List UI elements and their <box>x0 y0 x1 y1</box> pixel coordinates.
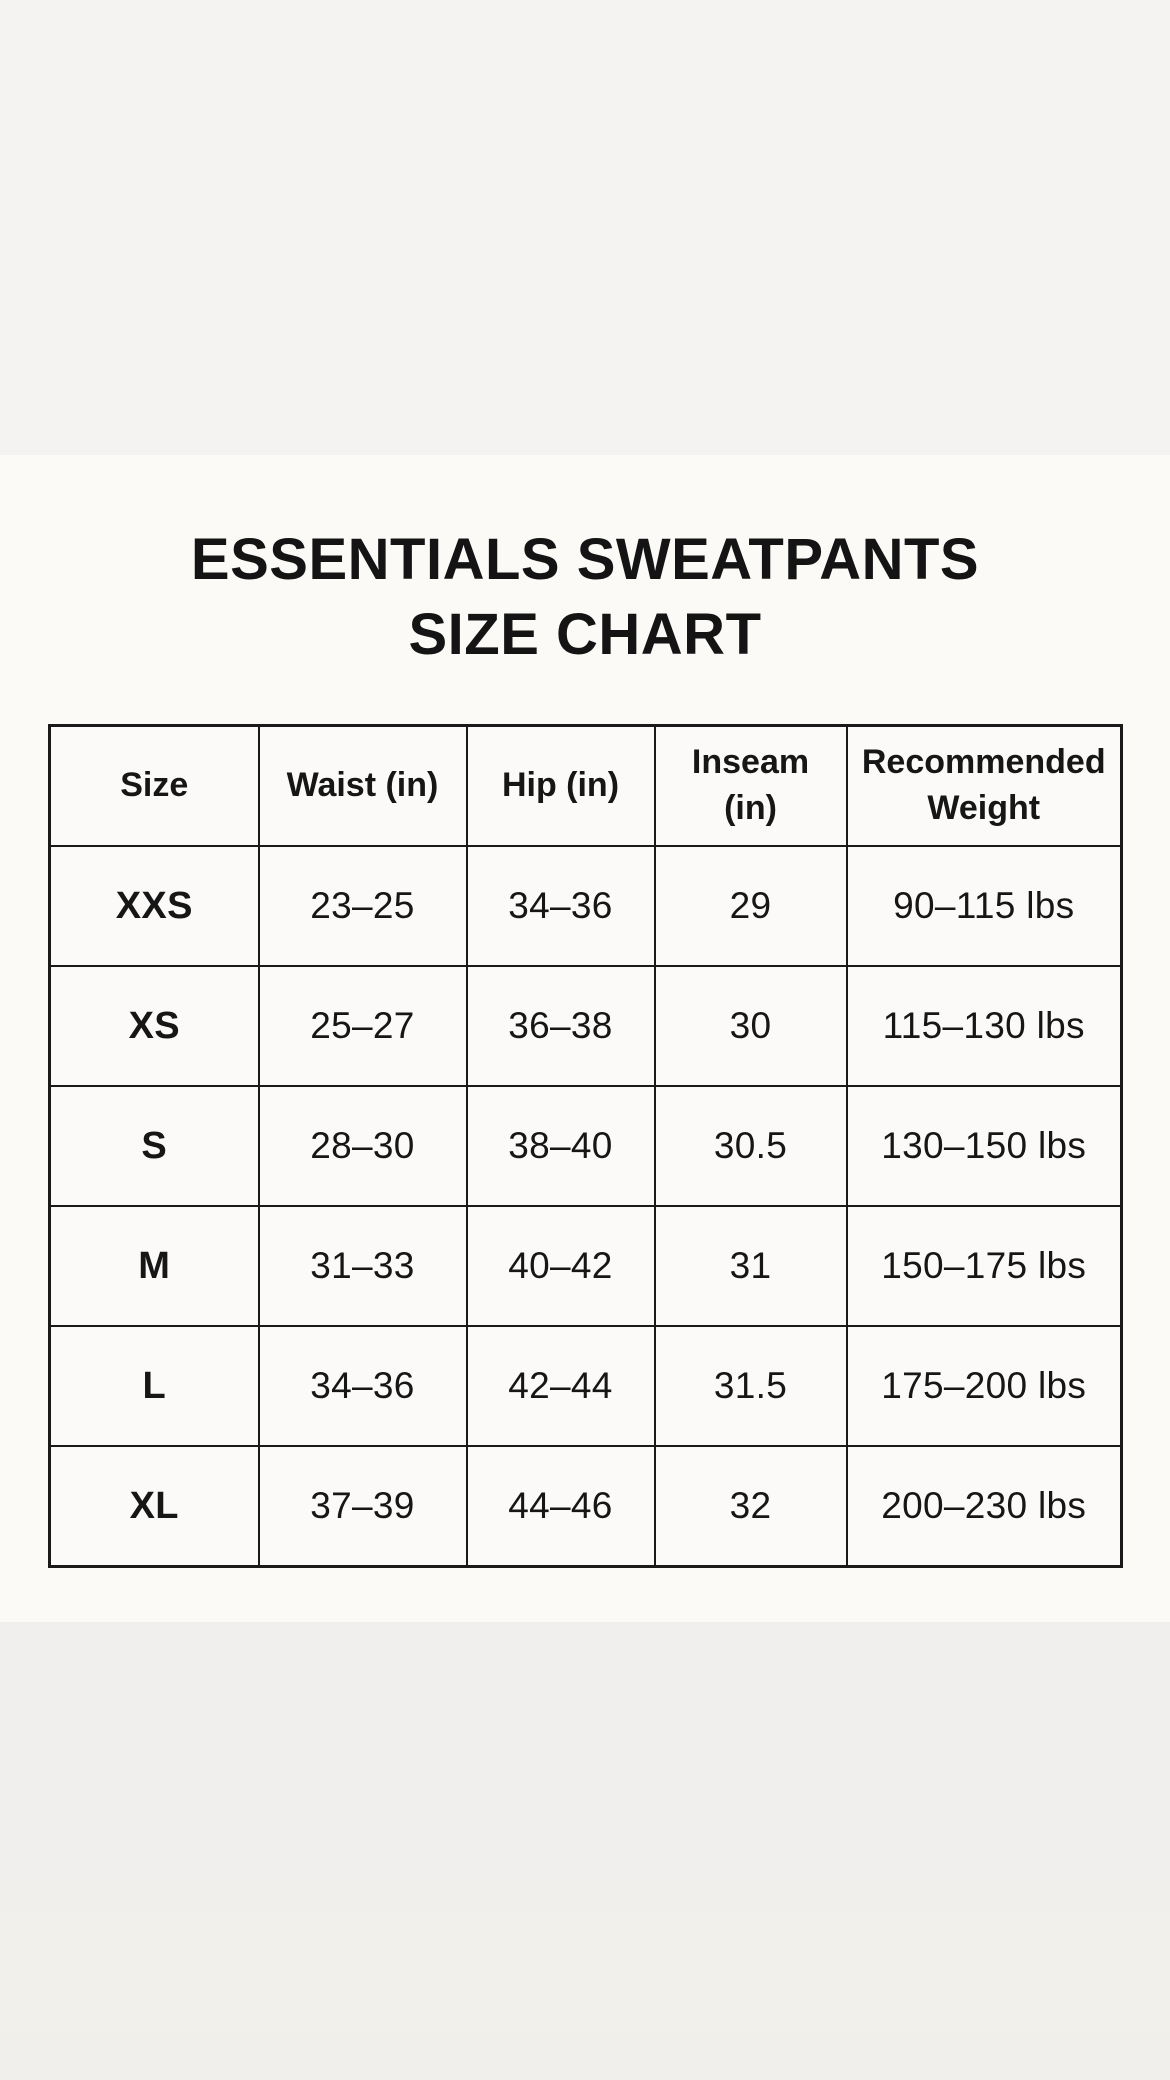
waist-cell: 25–27 <box>257 965 468 1087</box>
weight-cell: 130–150 lbs <box>845 1085 1123 1207</box>
table-row-xs: XS 25–27 36–38 30 115–130 lbs <box>48 965 1123 1087</box>
hip-cell: 44–46 <box>465 1445 656 1568</box>
size-cell: L <box>48 1325 260 1447</box>
weight-cell: 200–230 lbs <box>845 1445 1123 1568</box>
header-cell-hip: Hip (in) <box>465 724 656 847</box>
table-row-xl: XL 37–39 44–46 32 200–230 lbs <box>48 1445 1123 1568</box>
size-cell: XL <box>48 1445 260 1568</box>
header-cell-waist: Waist (in) <box>257 724 468 847</box>
page-title: ESSENTIALS SWEATPANTS SIZE CHART <box>0 522 1170 672</box>
waist-cell: 34–36 <box>257 1325 468 1447</box>
header-cell-weight: Recommended Weight <box>845 724 1123 847</box>
size-cell: XXS <box>48 845 260 967</box>
weight-cell: 175–200 lbs <box>845 1325 1123 1447</box>
inseam-cell: 30.5 <box>653 1085 848 1207</box>
size-cell: XS <box>48 965 260 1087</box>
table-row-l: L 34–36 42–44 31.5 175–200 lbs <box>48 1325 1123 1447</box>
hip-cell: 38–40 <box>465 1085 656 1207</box>
hip-cell: 36–38 <box>465 965 656 1087</box>
hip-cell: 40–42 <box>465 1205 656 1327</box>
hip-cell: 42–44 <box>465 1325 656 1447</box>
table-row-xxs: XXS 23–25 34–36 29 90–115 lbs <box>48 845 1123 967</box>
waist-cell: 37–39 <box>257 1445 468 1568</box>
waist-cell: 28–30 <box>257 1085 468 1207</box>
inseam-cell: 31.5 <box>653 1325 848 1447</box>
header-cell-size: Size <box>48 724 260 847</box>
header-row: Size Waist (in) Hip (in) Inseam (in) Rec… <box>48 724 1123 847</box>
top-background-band <box>0 0 1170 455</box>
page-title-line-2: SIZE CHART <box>408 602 762 667</box>
waist-cell: 31–33 <box>257 1205 468 1327</box>
table-row-m: M 31–33 40–42 31 150–175 lbs <box>48 1205 1123 1327</box>
hip-cell: 34–36 <box>465 845 656 967</box>
table-row-s: S 28–30 38–40 30.5 130–150 lbs <box>48 1085 1123 1207</box>
inseam-cell: 32 <box>653 1445 848 1568</box>
header-cell-inseam: Inseam (in) <box>653 724 848 847</box>
weight-cell: 150–175 lbs <box>845 1205 1123 1327</box>
weight-cell: 90–115 lbs <box>845 845 1123 967</box>
weight-cell: 115–130 lbs <box>845 965 1123 1087</box>
page-title-line-1: ESSENTIALS SWEATPANTS <box>190 527 980 592</box>
size-chart-table: Size Waist (in) Hip (in) Inseam (in) Rec… <box>48 724 1123 1568</box>
size-cell: M <box>48 1205 260 1327</box>
inseam-cell: 30 <box>653 965 848 1087</box>
bottom-background-band <box>0 1622 1170 2080</box>
inseam-cell: 29 <box>653 845 848 967</box>
size-cell: S <box>48 1085 260 1207</box>
inseam-cell: 31 <box>653 1205 848 1327</box>
waist-cell: 23–25 <box>257 845 468 967</box>
